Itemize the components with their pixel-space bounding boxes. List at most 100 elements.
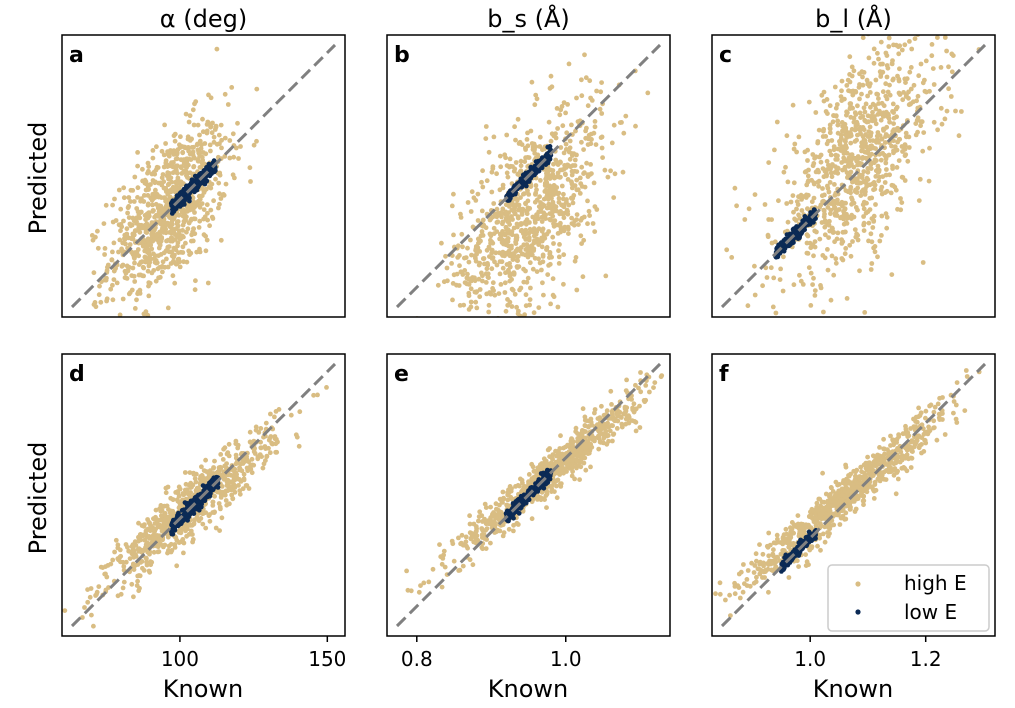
high-e-point xyxy=(176,540,182,545)
high-e-point xyxy=(592,229,598,235)
high-e-point xyxy=(835,146,841,152)
high-e-point xyxy=(809,199,815,205)
high-e-point xyxy=(868,231,874,237)
high-e-point xyxy=(566,61,572,67)
high-e-point xyxy=(573,255,579,260)
high-e-point xyxy=(480,278,485,284)
high-e-point xyxy=(264,454,270,460)
high-e-point xyxy=(469,252,474,258)
high-e-point xyxy=(481,324,486,329)
high-e-point xyxy=(920,148,926,154)
high-e-point xyxy=(153,507,159,513)
high-e-point xyxy=(484,247,490,253)
high-e-point xyxy=(771,275,777,281)
high-e-point xyxy=(826,222,832,228)
high-e-point xyxy=(587,78,593,84)
high-e-point xyxy=(579,241,584,247)
panel-title: b_l (Å) xyxy=(815,4,892,33)
high-e-point xyxy=(861,220,867,226)
high-e-point xyxy=(863,140,868,146)
high-e-point xyxy=(843,246,849,251)
high-e-point xyxy=(550,213,556,219)
high-e-point xyxy=(208,207,214,213)
high-e-point xyxy=(785,179,791,185)
high-e-point xyxy=(236,483,241,488)
high-e-point xyxy=(567,138,573,144)
high-e-point xyxy=(853,188,859,194)
high-e-point xyxy=(611,122,617,128)
low-e-point xyxy=(215,485,221,490)
high-e-point xyxy=(145,170,150,176)
high-e-point xyxy=(485,261,490,266)
high-e-point xyxy=(866,55,872,61)
high-e-point xyxy=(830,119,836,125)
high-e-point xyxy=(116,187,122,193)
high-e-point xyxy=(172,252,177,258)
high-e-point xyxy=(509,207,515,213)
high-e-point xyxy=(156,275,162,281)
high-e-point xyxy=(416,589,422,595)
high-e-point xyxy=(868,267,874,272)
high-e-point xyxy=(137,215,143,221)
high-e-point xyxy=(148,559,153,565)
high-e-point xyxy=(591,130,597,136)
high-e-point xyxy=(486,330,491,335)
high-e-point xyxy=(111,277,117,282)
high-e-point xyxy=(846,171,851,177)
high-e-point xyxy=(821,198,826,204)
high-e-point xyxy=(468,324,473,329)
high-e-point xyxy=(569,172,575,178)
high-e-point xyxy=(513,484,518,489)
high-e-point xyxy=(812,288,818,293)
high-e-point xyxy=(133,552,138,557)
high-e-point xyxy=(515,215,521,221)
high-e-point xyxy=(870,138,876,144)
high-e-point xyxy=(217,504,223,510)
high-e-point xyxy=(865,134,871,140)
high-e-point xyxy=(539,228,545,234)
high-e-point xyxy=(517,169,523,175)
high-e-point xyxy=(600,155,605,161)
high-e-point xyxy=(561,191,566,197)
high-e-point xyxy=(834,236,840,242)
high-e-point xyxy=(192,476,198,481)
high-e-point xyxy=(861,127,867,133)
high-e-point xyxy=(175,489,181,494)
high-e-point xyxy=(159,227,165,233)
high-e-point xyxy=(176,493,182,499)
high-e-point xyxy=(875,92,881,97)
low-e-point xyxy=(518,176,524,182)
high-e-point xyxy=(200,511,206,517)
high-e-point xyxy=(182,525,187,531)
high-e-point xyxy=(497,153,503,159)
high-e-point xyxy=(504,163,510,169)
high-e-point xyxy=(130,215,136,221)
low-e-point xyxy=(183,515,188,520)
high-e-point xyxy=(549,84,555,90)
high-e-point xyxy=(525,251,531,256)
high-e-point xyxy=(192,287,198,293)
high-e-point xyxy=(483,136,489,142)
high-e-point xyxy=(524,279,530,285)
high-e-point xyxy=(883,211,889,217)
high-e-point xyxy=(533,231,538,237)
high-e-point xyxy=(249,470,255,476)
high-e-point xyxy=(97,283,102,289)
high-e-point xyxy=(813,154,819,160)
high-e-point xyxy=(850,179,855,185)
high-e-point xyxy=(208,185,214,191)
high-e-point xyxy=(835,122,841,128)
high-e-point xyxy=(574,95,579,101)
high-e-point xyxy=(146,519,152,525)
high-e-point xyxy=(862,192,868,197)
high-e-point xyxy=(766,160,772,166)
high-e-point xyxy=(132,174,138,180)
high-e-point xyxy=(598,89,604,95)
high-e-point xyxy=(490,280,496,286)
high-e-point xyxy=(889,272,895,277)
high-e-point xyxy=(146,250,152,256)
high-e-point xyxy=(633,428,639,434)
high-e-point xyxy=(515,224,520,230)
